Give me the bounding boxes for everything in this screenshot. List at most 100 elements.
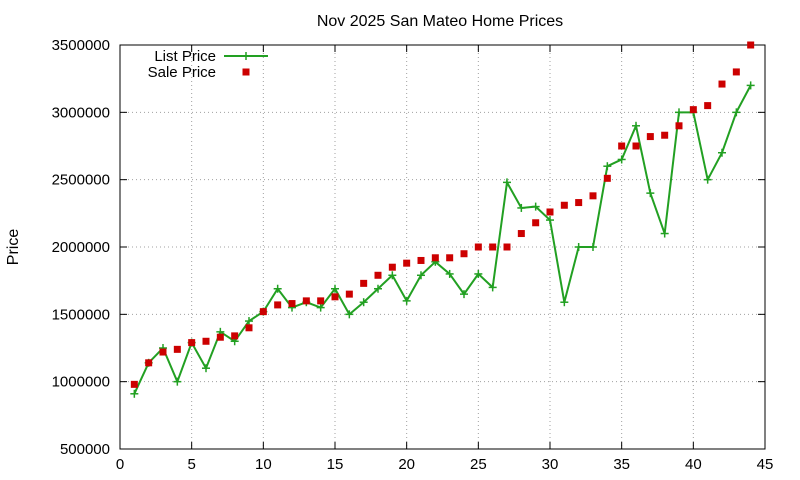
list-price-point (517, 203, 526, 212)
sale-price-point (689, 106, 697, 114)
sale-price-point (388, 263, 396, 271)
sale-price-point (546, 208, 554, 216)
sale-price-point (489, 243, 497, 251)
sale-price-point (661, 131, 669, 139)
sale-price-point (718, 80, 726, 88)
sale-price-point (145, 359, 153, 367)
sale-price-point (317, 297, 325, 305)
sale-price-point (532, 219, 540, 227)
x-tick-label: 5 (187, 456, 195, 473)
sale-price-point (618, 142, 626, 150)
x-tick-label: 40 (685, 456, 702, 473)
sale-price-point (517, 230, 525, 238)
y-tick-label: 3500000 (52, 37, 110, 54)
list-price-point (388, 271, 397, 280)
list-price-point (474, 269, 483, 278)
sale-price-point (431, 254, 439, 262)
sale-price-point (231, 332, 239, 340)
series-layer (130, 41, 755, 398)
list-price-point (273, 284, 282, 293)
x-tick-label: 0 (116, 456, 124, 473)
x-tick-label: 25 (470, 456, 487, 473)
sale-price-point (460, 250, 468, 258)
list-price-point (632, 121, 640, 130)
list-price-point (402, 296, 411, 305)
legend-label-list-price: List Price (154, 48, 216, 65)
sale-price-point (188, 339, 196, 347)
sale-price-point (747, 41, 755, 49)
sale-price-point (575, 199, 583, 207)
sale-price-point (603, 174, 611, 182)
y-tick-label: 2500000 (52, 172, 110, 189)
sale-price-point (216, 333, 224, 341)
list-price-point (718, 148, 726, 157)
y-tick-label: 3000000 (52, 104, 110, 121)
sale-price-point (259, 308, 267, 316)
legend-swatch-list-price (224, 52, 268, 60)
list-price-point (173, 377, 182, 386)
sale-price-point (202, 337, 210, 345)
sale-price-point (374, 271, 382, 279)
sale-price-point (632, 142, 640, 150)
list-price-point (417, 271, 425, 280)
y-tick-label: 1000000 (52, 374, 110, 391)
x-tick-label: 20 (398, 456, 415, 473)
sale-price-point (446, 254, 454, 262)
sale-price-point (675, 122, 683, 130)
y-axis-label: Price (5, 229, 22, 266)
list-price-point (732, 108, 741, 117)
list-price-point (574, 243, 583, 251)
list-price-point (617, 155, 626, 164)
x-tick-label: 10 (255, 456, 272, 473)
list-price-point (503, 178, 511, 187)
list-price-point (589, 243, 597, 251)
sale-price-point (173, 345, 181, 353)
axis-ticks: 0 5 10 15 20 25 30 35 40 45 500000 1000000 1500000 20… (52, 37, 774, 473)
sale-price-point (474, 243, 482, 251)
list-price-point (746, 81, 755, 90)
list-price-point (603, 162, 612, 171)
legend-sale-price-marker (242, 68, 250, 76)
chart-title: Nov 2025 San Mateo Home Prices (317, 13, 563, 30)
sale-price-point (130, 380, 138, 388)
list-price-point (660, 229, 669, 238)
list-price-point (460, 290, 468, 299)
sale-price-point (274, 301, 282, 309)
list-price-point (560, 298, 569, 307)
list-price-point (331, 284, 339, 293)
list-price-point (316, 303, 325, 312)
sale-price-point (331, 293, 339, 301)
legend-label-sale-price: Sale Price (148, 64, 216, 81)
list-price-point (675, 108, 683, 117)
list-price-point (531, 202, 540, 211)
sale-price-point (288, 300, 296, 308)
list-price-point (546, 216, 554, 225)
legend-swatch-sale-price (242, 68, 250, 76)
y-tick-label: 1500000 (52, 306, 110, 323)
y-tick-label: 2000000 (52, 239, 110, 256)
sale-price-point (589, 192, 597, 200)
sale-price-point (360, 279, 368, 287)
grid-lines (120, 45, 765, 449)
list-price-point (130, 389, 139, 398)
sale-price-point (245, 324, 253, 332)
sale-price-point (302, 297, 310, 305)
legend-list-price-marker (242, 52, 250, 60)
sale-price-point (503, 243, 511, 251)
y-tick-label: 500000 (60, 441, 110, 458)
list-price-point (374, 284, 382, 293)
list-price-point (646, 189, 655, 198)
list-price-line (133, 84, 752, 395)
sale-price-point (732, 68, 740, 76)
list-price-point (488, 283, 497, 292)
sale-price-point (403, 259, 411, 267)
list-price-point (359, 298, 368, 307)
x-tick-label: 15 (327, 456, 344, 473)
list-price-point (703, 175, 712, 184)
x-tick-label: 35 (613, 456, 630, 473)
x-tick-label: 30 (542, 456, 559, 473)
list-price-point (345, 310, 354, 319)
legend: List Price Sale Price (148, 48, 268, 81)
list-price-point (245, 317, 253, 326)
